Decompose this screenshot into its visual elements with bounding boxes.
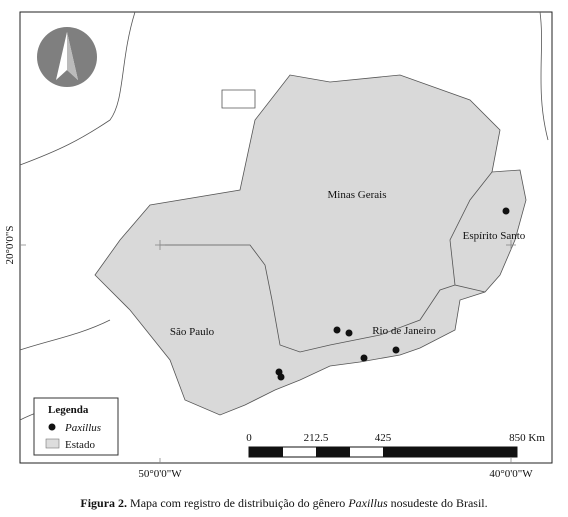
caption: Figura 2. Mapa com registro de distribui… <box>0 496 568 511</box>
map: Minas Gerais Espírito Santo Rio de Janei… <box>4 11 553 480</box>
north-arrow-shade <box>67 32 78 80</box>
scale-label: 212.5 <box>304 432 329 444</box>
scale-label: 0 <box>246 432 252 444</box>
legend-title: Legenda <box>48 404 89 416</box>
state-label: Espírito Santo <box>463 230 526 242</box>
longitude-label: 50°0'0"W <box>138 468 182 480</box>
caption-label: Figura 2. <box>80 496 128 510</box>
caption-text: nosudeste do Brasil. <box>387 496 488 510</box>
legend-state-symbol <box>45 438 60 449</box>
state-label: São Paulo <box>170 326 215 338</box>
state-label: Minas Gerais <box>328 189 387 201</box>
scale-label: 425 <box>375 432 392 444</box>
legend-item: Estado <box>65 439 95 451</box>
caption-text: Mapa com registro de distribuição do gên… <box>127 496 349 510</box>
latitude-label: 20°0'0"S <box>4 226 16 265</box>
scale-bar-segments <box>249 447 517 457</box>
scale-label: 850 Km <box>509 432 545 444</box>
graticule <box>20 240 516 463</box>
longitude-label: 40°0'0"W <box>489 468 533 480</box>
caption-genus: Paxillus <box>348 496 388 510</box>
legend-point-symbol <box>48 423 56 431</box>
occurrence-points <box>275 207 510 381</box>
legend-item: Paxillus <box>64 422 101 434</box>
states-region <box>94 74 527 416</box>
state-borders <box>160 171 493 353</box>
state-label: Rio de Janeiro <box>372 325 436 337</box>
